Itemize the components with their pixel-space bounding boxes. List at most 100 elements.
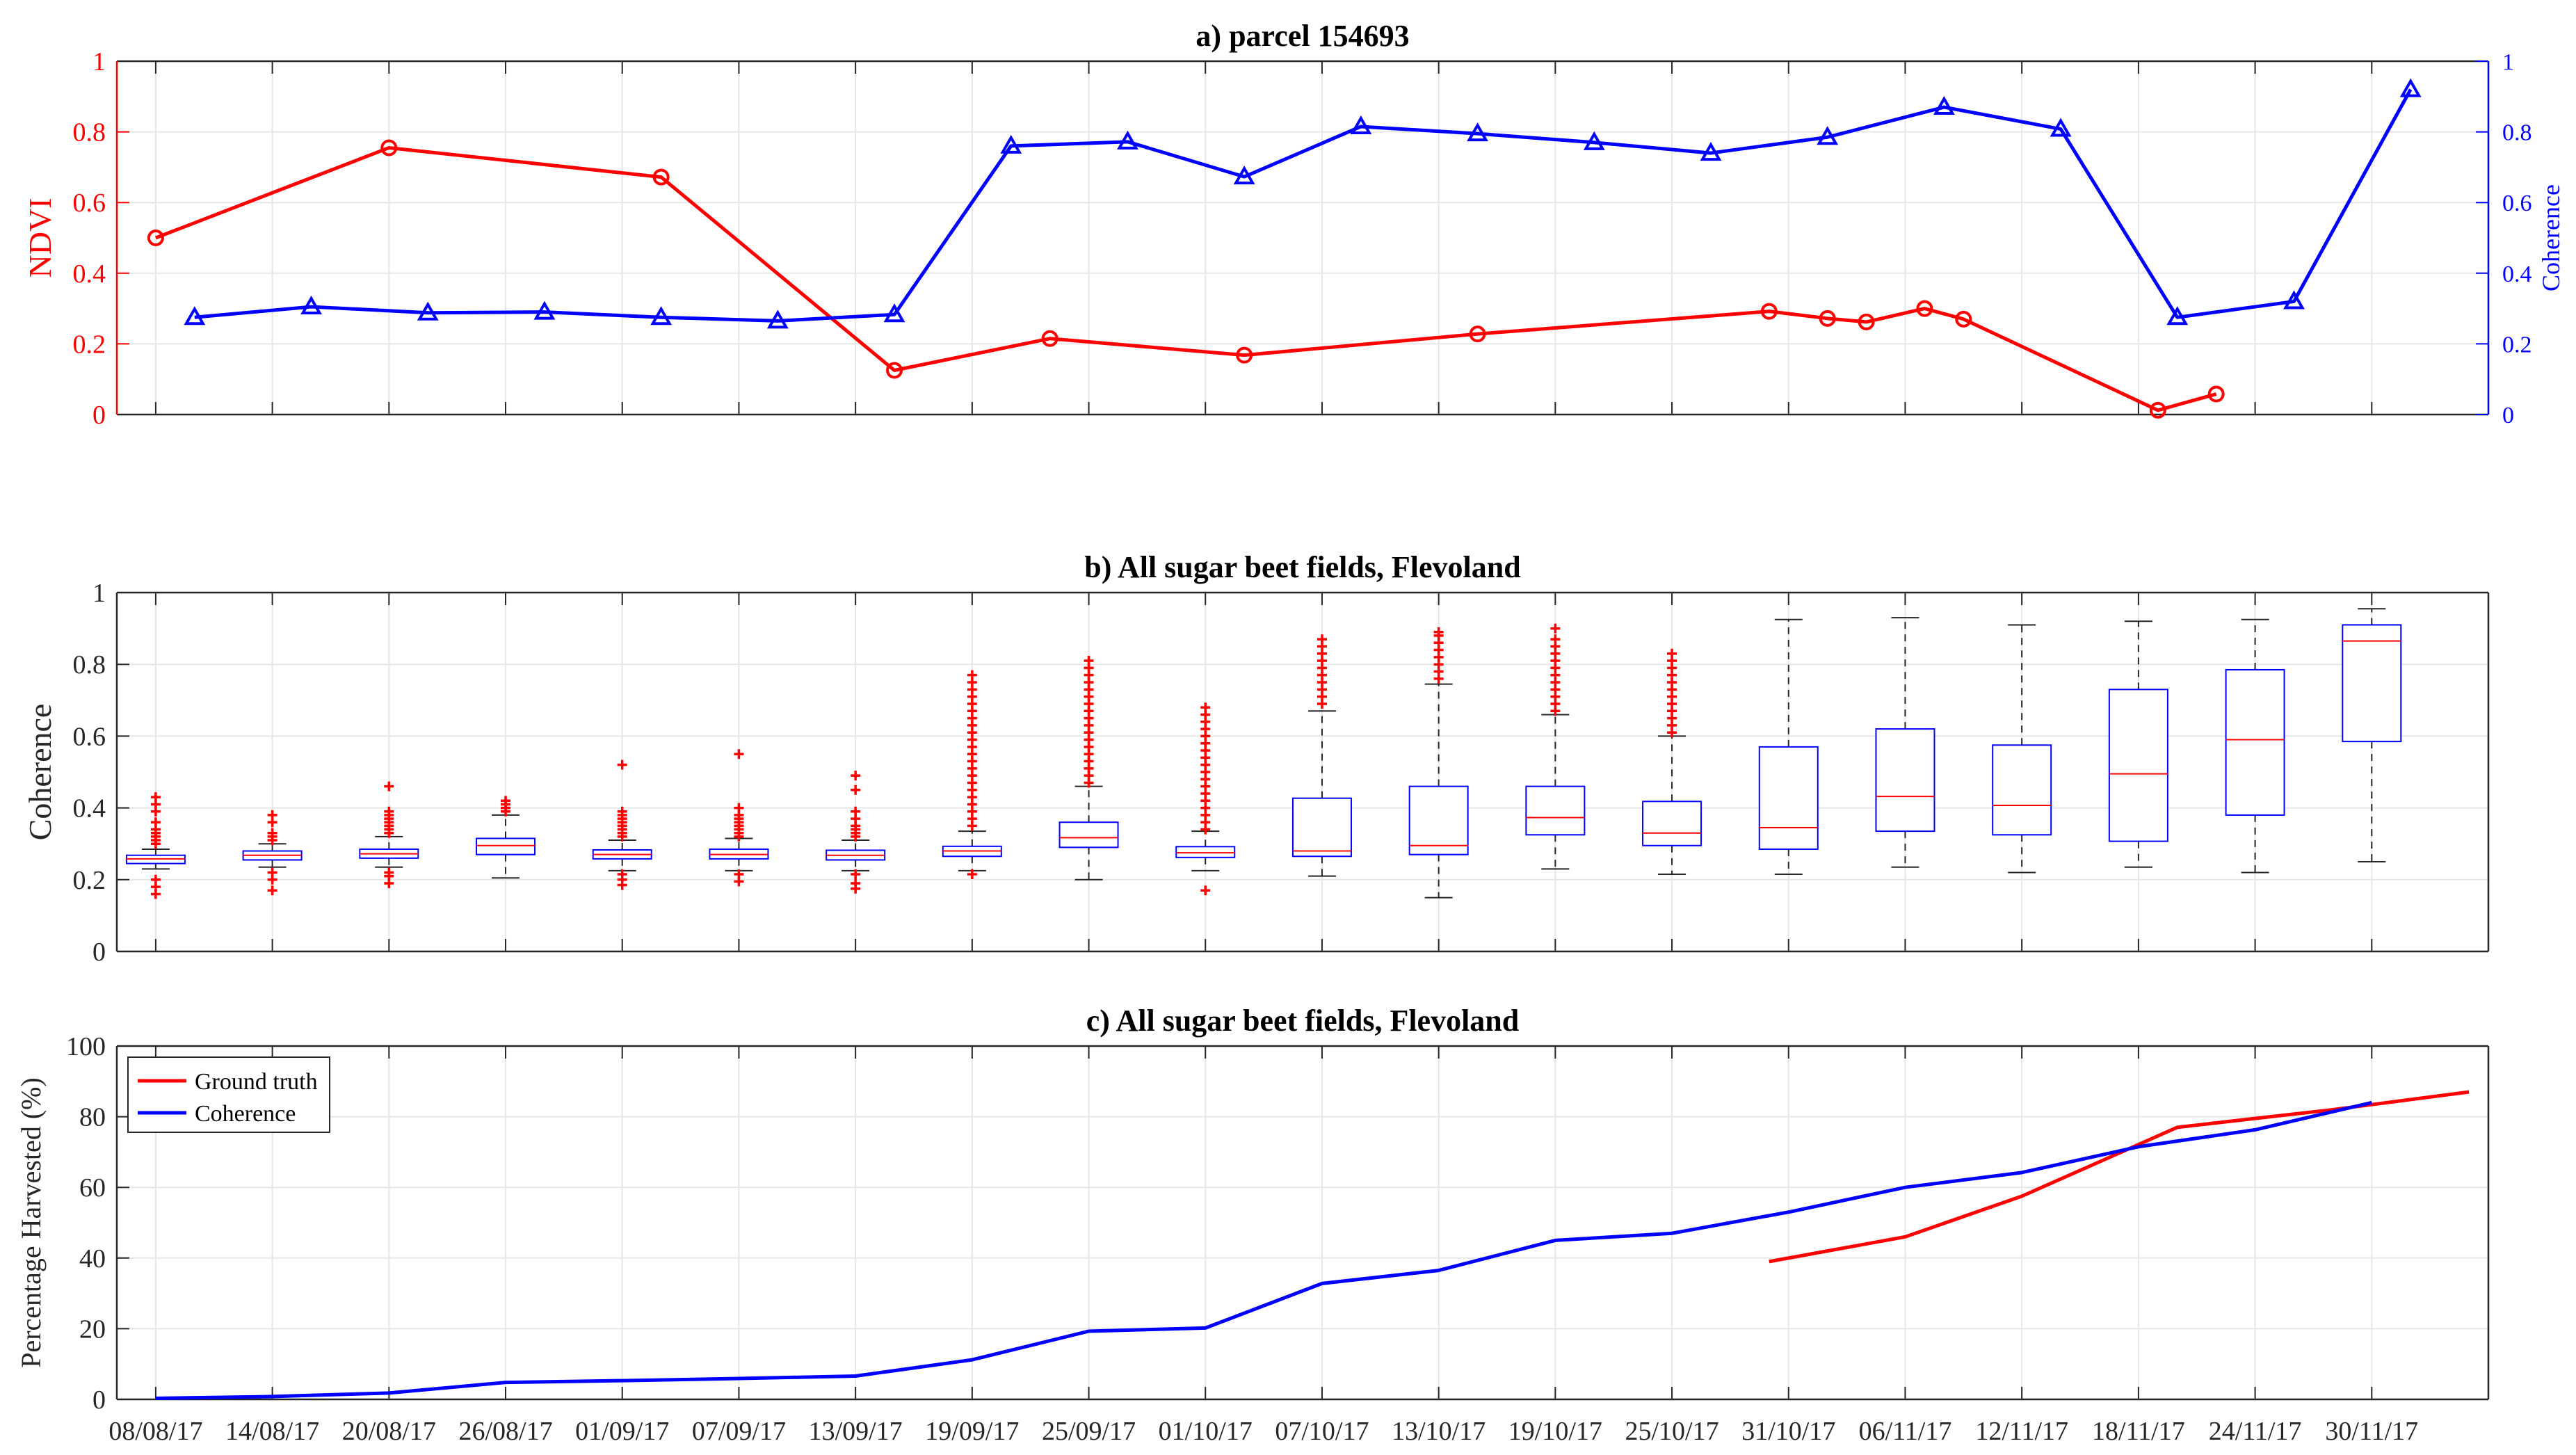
box-10	[1291, 634, 1352, 877]
y-tick-label: 60	[79, 1173, 106, 1203]
box-6	[826, 771, 886, 894]
chart-title: b) All sugar beet fields, Flevoland	[1084, 550, 1520, 584]
ndvi-point	[1760, 303, 1778, 320]
box-2	[359, 781, 419, 888]
box-0	[125, 792, 186, 899]
box-body	[2108, 689, 2168, 842]
outlier-mark	[384, 806, 394, 817]
box-body	[1758, 746, 1819, 850]
outlier-mark	[1084, 656, 1094, 666]
y-tick-label: 100	[66, 1032, 106, 1061]
x-tick-label: 12/11/17	[1975, 1417, 2068, 1446]
outlier-mark	[1550, 623, 1561, 634]
box-body	[1642, 801, 1702, 846]
coherence-point	[184, 306, 206, 325]
ndvi-point	[1858, 313, 1875, 330]
coherence-point	[2399, 78, 2422, 97]
box-13	[1642, 648, 1702, 876]
ndvi-point	[147, 230, 164, 246]
x-tick-label: 01/09/17	[575, 1417, 669, 1446]
ndvi-point	[1041, 330, 1058, 347]
chart-title: c) All sugar beet fields, Flevoland	[1086, 1004, 1520, 1038]
outlier-mark	[734, 749, 744, 759]
coherence-point	[883, 303, 905, 323]
y-tick-label: 0.8	[73, 118, 106, 147]
x-tick-label: 14/08/17	[225, 1417, 319, 1446]
outlier-mark	[734, 803, 744, 813]
ndvi-point	[2207, 385, 2225, 403]
x-tick-label: 07/09/17	[692, 1417, 786, 1446]
coherence-point	[533, 300, 556, 320]
coherence-point	[1583, 131, 1605, 150]
y-right-tick-label: 0.4	[2502, 262, 2532, 287]
coherence-series-line	[194, 88, 2413, 323]
outlier-mark	[1200, 885, 1211, 896]
y-axis-label: NDVI	[22, 198, 58, 278]
panel-2: 0 20 40 60 80 100 c) All sugar beet fields, Fl…	[15, 1004, 2490, 1446]
coherence-point	[2166, 306, 2189, 325]
coherence-point	[1817, 126, 1839, 145]
y-right-tick-label: 0.8	[2502, 120, 2532, 146]
outlier-mark	[617, 880, 627, 890]
y-tick-label: 0.8	[73, 650, 106, 680]
coherence-point	[2050, 118, 2072, 137]
y-right-axis-label: Coherence	[2537, 184, 2565, 291]
box-body	[1175, 846, 1236, 858]
outlier-mark	[267, 828, 277, 838]
box-9	[1175, 702, 1236, 896]
ndvi-point	[1916, 300, 1933, 317]
box-body	[476, 837, 536, 855]
y-axis-label: Percentage Harvested (%)	[15, 1077, 47, 1368]
coherence-point	[1350, 115, 1372, 134]
y-right-tick-label: 0.2	[2502, 332, 2532, 357]
x-tick-label: 19/10/17	[1508, 1417, 1602, 1446]
outlier-mark	[617, 759, 627, 770]
y-tick-label: 1	[92, 579, 106, 608]
ndvi-point	[652, 168, 670, 186]
box-15	[1875, 617, 1935, 868]
outlier-mark	[851, 785, 861, 795]
y-right-tick-label: 0	[2502, 403, 2514, 428]
box-body	[1291, 797, 1352, 858]
x-tick-label: 13/10/17	[1392, 1417, 1486, 1446]
coherence-point	[766, 310, 789, 329]
box-body	[1875, 728, 1935, 833]
legend-label: Ground truth	[195, 1069, 318, 1095]
x-tick-label: 07/10/17	[1275, 1417, 1369, 1446]
x-tick-label: 25/09/17	[1042, 1417, 1136, 1446]
outlier-mark	[501, 796, 511, 806]
box-body	[2342, 624, 2402, 743]
y-right-tick-label: 1	[2502, 49, 2514, 75]
box-body	[2225, 668, 2285, 816]
chart-title: a) parcel 154693	[1196, 19, 1409, 53]
box-1	[242, 810, 303, 896]
y-tick-label: 40	[79, 1244, 106, 1273]
ndvi-point	[1469, 325, 1486, 343]
coherence-point	[1233, 166, 1255, 185]
box-body	[1408, 785, 1469, 855]
y-tick-label: 0	[92, 938, 106, 967]
y-tick-label: 0	[92, 1385, 106, 1415]
box-16	[1992, 624, 2052, 874]
x-tick-label: 24/11/17	[2209, 1417, 2302, 1446]
x-tick-label: 01/10/17	[1159, 1417, 1253, 1446]
panel-0: 0 0.2 0.4 0.6 0.8 1 a) parcel 154693 0 0.2 0.4 0.6…	[22, 19, 2565, 430]
coherence-point	[650, 306, 673, 325]
outlier-mark	[617, 806, 627, 817]
legend: Ground truth Coherence	[127, 1056, 330, 1133]
y-right-tick-label: 0.6	[2502, 191, 2532, 216]
coherence-point	[1467, 122, 1489, 142]
outlier-mark	[1200, 702, 1211, 713]
y-tick-label: 0.6	[73, 188, 106, 218]
box-19	[2342, 608, 2402, 862]
coherence-point	[1933, 96, 1955, 115]
box-4	[592, 759, 652, 890]
x-tick-label: 25/10/17	[1625, 1417, 1719, 1446]
outlier-mark	[1667, 648, 1677, 659]
x-tick-label: 19/09/17	[925, 1417, 1019, 1446]
ndvi-point	[1955, 310, 1972, 328]
box-body	[1992, 744, 2052, 836]
box-body	[1525, 785, 1586, 836]
outlier-mark	[1317, 634, 1327, 645]
